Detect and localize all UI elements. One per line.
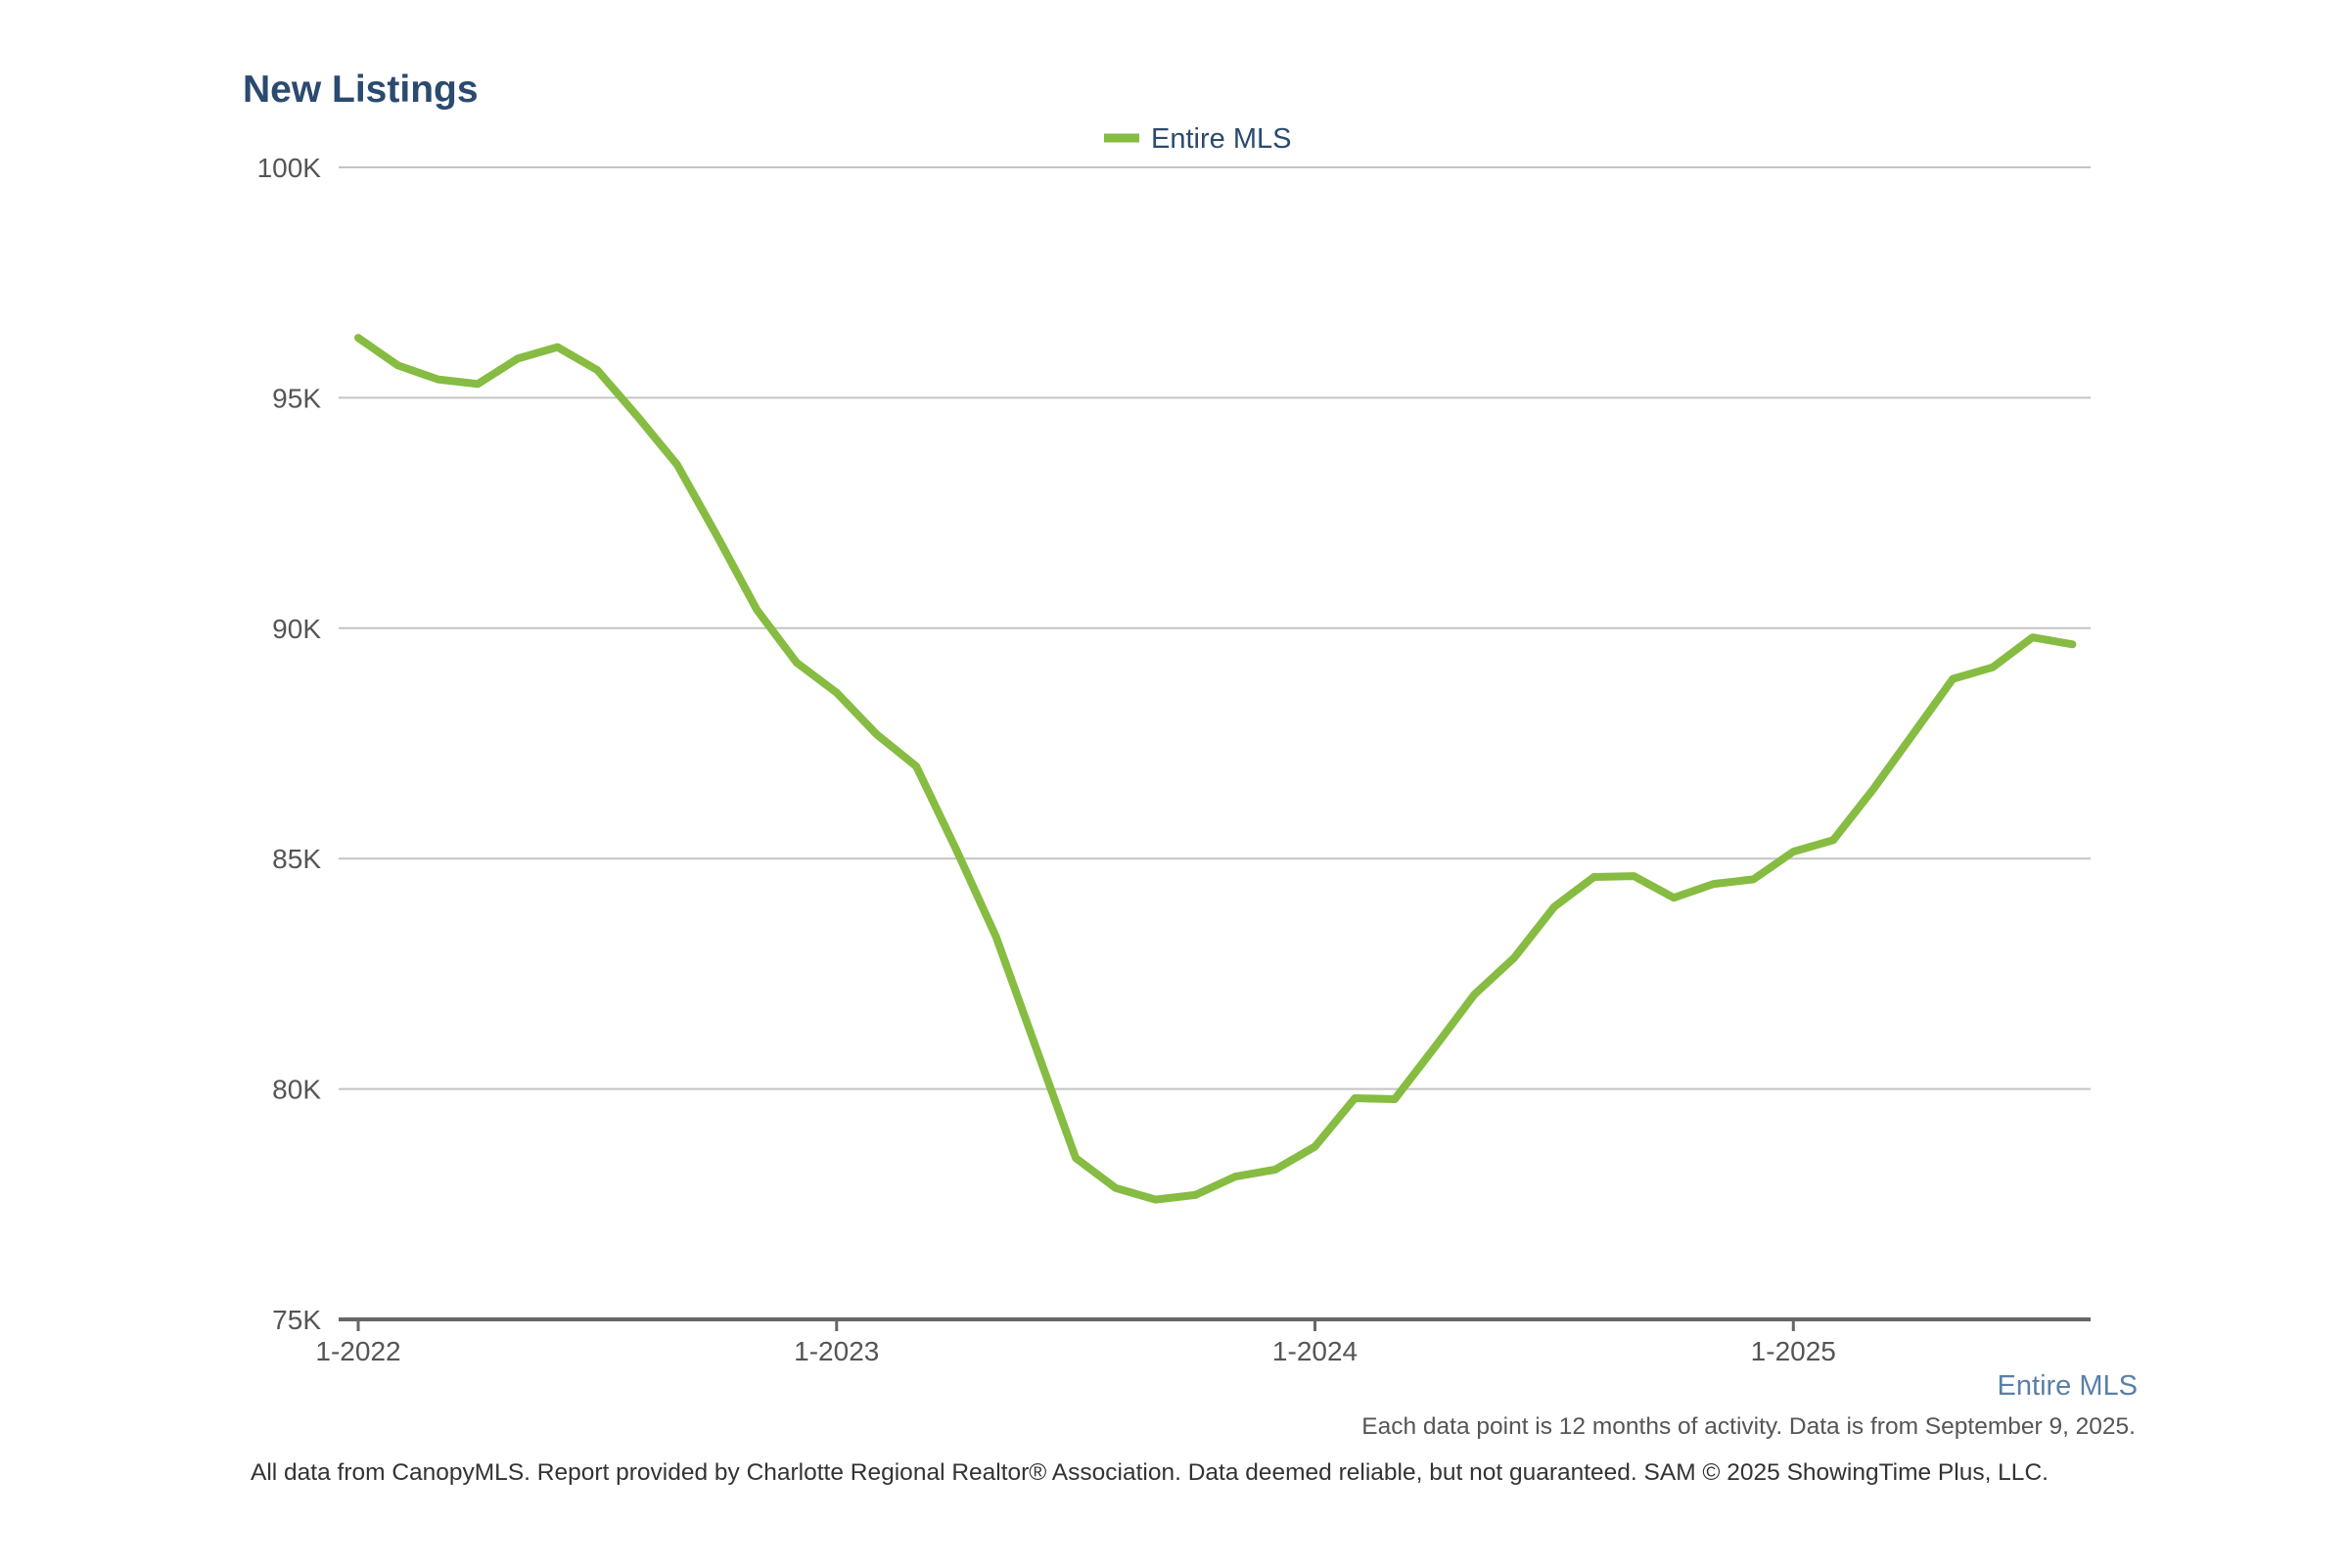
gridlines: [339, 166, 2091, 1090]
footer-text: All data from CanopyMLS. Report provided…: [251, 1459, 2049, 1486]
data-note: Each data point is 12 months of activity…: [1361, 1413, 2136, 1440]
x-tick-label: 1-2025: [1751, 1336, 1836, 1366]
series-layer: [354, 334, 2077, 1204]
y-tick-label: 80K: [272, 1075, 321, 1105]
y-tick-label: 75K: [272, 1305, 321, 1335]
series-caption: Entire MLS: [1997, 1370, 2138, 1402]
y-tick-label: 95K: [272, 383, 321, 413]
y-axis-ticks: 75K 80K 85K 90K 95K 100K: [257, 153, 322, 1335]
y-tick-label: 90K: [272, 614, 321, 644]
series-line-entire-mls: [354, 334, 2077, 1204]
x-axis: 1-2022 1-2023 1-2024 1-2025: [315, 1317, 2091, 1366]
x-tick-label: 1-2022: [315, 1336, 400, 1366]
chart-title: New Listings: [243, 69, 479, 111]
legend-label: Entire MLS: [1151, 123, 1291, 155]
x-tick-label: 1-2024: [1272, 1336, 1358, 1366]
x-tick-label: 1-2023: [794, 1336, 879, 1366]
legend: Entire MLS: [1104, 123, 1291, 155]
y-tick-label: 100K: [257, 153, 322, 183]
y-tick-label: 85K: [272, 844, 321, 874]
